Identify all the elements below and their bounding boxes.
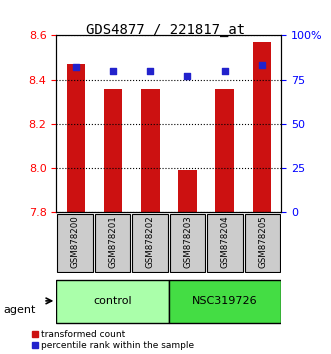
FancyBboxPatch shape [57, 213, 93, 272]
FancyBboxPatch shape [56, 280, 169, 323]
Point [148, 68, 153, 74]
Text: control: control [93, 296, 132, 306]
Point [222, 68, 227, 74]
Text: GSM878205: GSM878205 [258, 215, 267, 268]
Text: NSC319726: NSC319726 [192, 296, 258, 306]
Text: GSM878204: GSM878204 [220, 215, 230, 268]
FancyBboxPatch shape [169, 280, 281, 323]
Bar [104, 88, 122, 212]
Bar [141, 88, 160, 212]
Bar [253, 42, 271, 212]
Text: GDS4877 / 221817_at: GDS4877 / 221817_at [86, 23, 245, 37]
Bar [67, 64, 85, 212]
Bar [215, 88, 234, 212]
Text: agent: agent [3, 305, 36, 315]
Text: GSM878203: GSM878203 [183, 215, 192, 268]
Legend: transformed count, percentile rank within the sample: transformed count, percentile rank withi… [31, 330, 194, 350]
Point [110, 68, 116, 74]
Text: GSM878200: GSM878200 [71, 215, 79, 268]
Point [73, 64, 78, 70]
Point [259, 63, 264, 68]
FancyBboxPatch shape [170, 213, 205, 272]
Text: GSM878201: GSM878201 [108, 215, 117, 268]
Bar [178, 170, 197, 212]
FancyBboxPatch shape [132, 213, 168, 272]
Text: GSM878202: GSM878202 [146, 215, 155, 268]
FancyBboxPatch shape [245, 213, 280, 272]
FancyBboxPatch shape [95, 213, 130, 272]
FancyBboxPatch shape [208, 213, 243, 272]
Point [185, 73, 190, 79]
